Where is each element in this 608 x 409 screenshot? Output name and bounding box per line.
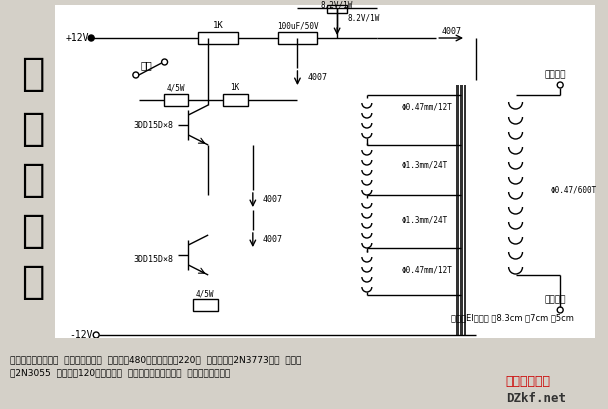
Text: 输出下水: 输出下水 xyxy=(545,70,566,79)
Text: 4007: 4007 xyxy=(263,236,283,245)
Circle shape xyxy=(557,82,563,88)
Bar xyxy=(223,94,248,106)
Text: 4007: 4007 xyxy=(263,196,283,204)
Text: 4007: 4007 xyxy=(441,27,461,36)
Text: 自: 自 xyxy=(21,263,45,301)
Bar xyxy=(193,299,218,311)
Text: 用2N3055  管的耐压120伏以上为好  由于本机振荡频率过低  电鱼效果不是很好: 用2N3055 管的耐压120伏以上为好 由于本机振荡频率过低 电鱼效果不是很好 xyxy=(10,368,230,377)
Text: 本机的负载能力很强  可以做成逆变器  输出改为480匝即可以输出220伏  管我建意用2N3773的好  不建意: 本机的负载能力很强 可以做成逆变器 输出改为480匝即可以输出220伏 管我建意… xyxy=(10,355,302,364)
Text: 电子开发社区: 电子开发社区 xyxy=(506,375,551,388)
Bar xyxy=(463,85,466,335)
Circle shape xyxy=(162,59,168,65)
Text: 输出下水: 输出下水 xyxy=(545,295,566,304)
Text: 激: 激 xyxy=(21,212,45,250)
Text: 机: 机 xyxy=(21,161,45,199)
Text: 4/5W: 4/5W xyxy=(166,83,185,92)
Circle shape xyxy=(133,72,139,78)
Text: -12V: -12V xyxy=(69,330,93,340)
Text: Φ0.47/600T: Φ0.47/600T xyxy=(550,186,596,195)
Bar xyxy=(55,5,595,340)
Text: Φ0.47mm/12T: Φ0.47mm/12T xyxy=(401,265,452,274)
Text: +12V: +12V xyxy=(66,33,89,43)
Text: 3DD15D×8: 3DD15D×8 xyxy=(134,256,174,265)
Bar xyxy=(327,5,347,13)
Text: 4/5W: 4/5W xyxy=(196,290,215,299)
Text: 8.2V/1W: 8.2V/1W xyxy=(347,13,379,22)
Bar xyxy=(278,32,317,44)
Bar xyxy=(0,338,603,409)
Text: Φ1.3mm/24T: Φ1.3mm/24T xyxy=(401,216,448,225)
Circle shape xyxy=(557,307,563,313)
Text: Φ0.47mm/12T: Φ0.47mm/12T xyxy=(401,103,452,112)
Text: 机: 机 xyxy=(21,55,45,93)
Bar xyxy=(198,32,238,44)
Text: 4007: 4007 xyxy=(308,74,327,83)
Bar xyxy=(455,85,458,335)
Text: 硅钢片EI变压器 长8.3cm 宽7cm 厚5cm: 硅钢片EI变压器 长8.3cm 宽7cm 厚5cm xyxy=(451,314,574,323)
Text: 1K: 1K xyxy=(230,83,240,92)
Bar xyxy=(460,85,463,335)
Text: 1K: 1K xyxy=(213,22,224,31)
Text: 100uF/50V: 100uF/50V xyxy=(277,22,318,31)
Text: Φ1.3mm/24T: Φ1.3mm/24T xyxy=(401,160,448,169)
Text: 开关: 开关 xyxy=(141,60,153,70)
Circle shape xyxy=(88,35,94,41)
Text: 鱼: 鱼 xyxy=(21,110,45,148)
Circle shape xyxy=(93,332,99,338)
Text: 8.2V/1W: 8.2V/1W xyxy=(321,1,353,10)
Bar xyxy=(164,94,188,106)
Text: 3DD15D×8: 3DD15D×8 xyxy=(134,121,174,130)
Text: DZkf.net: DZkf.net xyxy=(506,392,565,405)
